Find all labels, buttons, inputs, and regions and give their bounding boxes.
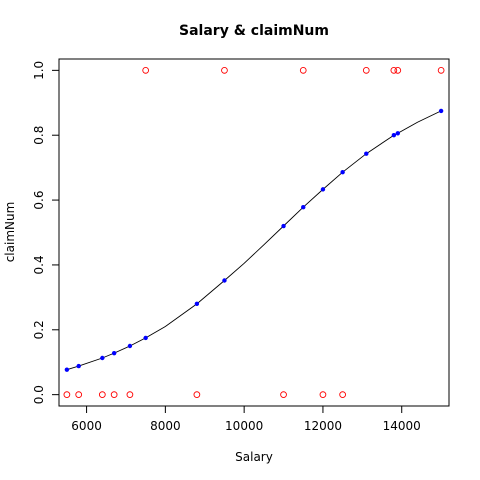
y-axis: 0.0 0.2 0.4 0.6 0.8 1.0 xyxy=(32,61,59,404)
predicted-point xyxy=(391,133,397,138)
y-tick-label: 1.0 xyxy=(32,61,46,80)
predicted-point xyxy=(320,187,326,192)
observed-point xyxy=(339,391,346,398)
observed-point xyxy=(126,391,134,398)
fitted-curve xyxy=(66,110,442,371)
observed-point xyxy=(437,67,445,74)
observed-point xyxy=(319,391,327,398)
predicted-point xyxy=(194,301,200,307)
x-tick-label: 10000 xyxy=(225,419,263,433)
predicted-point xyxy=(340,169,345,175)
predicted-point xyxy=(111,350,117,356)
predicted-point xyxy=(281,223,286,229)
plot-frame xyxy=(58,58,450,407)
x-tick-label: 6000 xyxy=(71,419,102,433)
x-tick-label: 14000 xyxy=(383,419,421,433)
predicted-point xyxy=(301,205,306,210)
observed-point xyxy=(299,67,307,74)
x-tick-label: 12000 xyxy=(304,419,342,433)
observed-point xyxy=(193,391,201,398)
observed-point xyxy=(280,391,287,398)
y-tick-label: 0.4 xyxy=(32,255,46,274)
observed-point xyxy=(390,67,398,74)
observed-point xyxy=(142,67,150,74)
plot-marks xyxy=(63,67,445,398)
y-axis-label: claimNum xyxy=(3,202,17,263)
y-tick-label: 0.2 xyxy=(32,320,46,339)
predicted-point xyxy=(76,363,81,369)
observed-point xyxy=(63,391,71,398)
y-tick-label: 0.6 xyxy=(32,191,46,210)
predicted-point xyxy=(100,355,105,361)
observed-point xyxy=(362,67,370,74)
predicted-point xyxy=(395,131,400,136)
predicted-point xyxy=(438,108,444,114)
predicted-point xyxy=(64,367,70,372)
x-tick-label: 8000 xyxy=(150,419,181,433)
chart-title: Salary & claimNum xyxy=(179,23,329,39)
predicted-point xyxy=(222,278,227,283)
observed-point xyxy=(75,391,83,398)
observed-point xyxy=(110,391,118,398)
predicted-point xyxy=(127,343,133,349)
y-tick-label: 0.0 xyxy=(32,385,46,404)
x-axis-label: Salary xyxy=(235,450,273,464)
y-tick-label: 0.8 xyxy=(32,126,46,145)
observed-point xyxy=(394,67,402,74)
predicted-point xyxy=(364,151,369,156)
x-axis: 6000 8000 10000 12000 14000 xyxy=(71,406,421,433)
predicted-point xyxy=(143,335,148,341)
observed-point xyxy=(221,67,228,74)
observed-point xyxy=(98,391,106,398)
